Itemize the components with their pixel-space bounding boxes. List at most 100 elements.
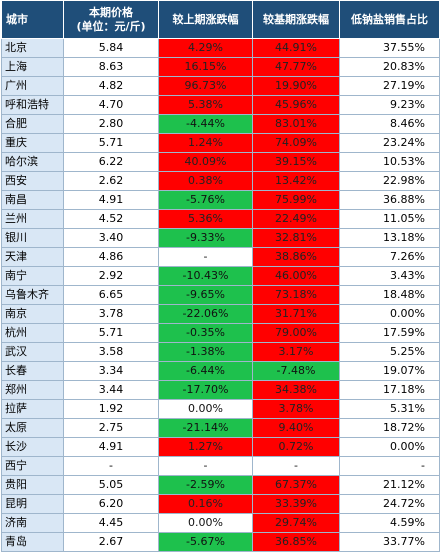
cell-mom-change: 1.27% [158, 437, 253, 457]
cell-mom-change: -5.67% [158, 532, 253, 552]
cell-mom-change: 0.00% [158, 513, 253, 533]
cell-city: 长沙 [1, 437, 64, 457]
cell-low-sodium-share: 23.24% [339, 133, 440, 153]
table-row: 合肥 2.80 -4.44% 83.01% 8.46% [1, 114, 440, 134]
cell-mom-change: 0.38% [158, 171, 253, 191]
cell-price: 5.71 [63, 323, 159, 343]
cell-price: 2.75 [63, 418, 159, 438]
cell-low-sodium-share: 36.88% [339, 190, 440, 210]
cell-mom-change: 4.29% [158, 38, 253, 58]
table-row: 南昌 4.91 -5.76% 75.99% 36.88% [1, 190, 440, 210]
cell-city: 武汉 [1, 342, 64, 362]
cell-low-sodium-share: 21.12% [339, 475, 440, 495]
cell-low-sodium-share: 33.77% [339, 532, 440, 552]
cell-low-sodium-share: 11.05% [339, 209, 440, 229]
cell-yoy-change: 22.49% [252, 209, 340, 229]
header-city: 城市 [1, 0, 64, 39]
cell-yoy-change: 79.00% [252, 323, 340, 343]
cell-city: 银川 [1, 228, 64, 248]
cell-mom-change: 0.16% [158, 494, 253, 514]
cell-mom-change: -0.35% [158, 323, 253, 343]
table-row: 兰州 4.52 5.36% 22.49% 11.05% [1, 209, 440, 229]
cell-price: 4.45 [63, 513, 159, 533]
cell-low-sodium-share: 0.00% [339, 304, 440, 324]
table-row: 长沙 4.91 1.27% 0.72% 0.00% [1, 437, 440, 457]
cell-city: 北京 [1, 38, 64, 58]
table-row: 广州 4.82 96.73% 19.90% 27.19% [1, 76, 440, 96]
table-row: 昆明 6.20 0.16% 33.39% 24.72% [1, 494, 440, 514]
cell-yoy-change: 3.17% [252, 342, 340, 362]
cell-yoy-change: 45.96% [252, 95, 340, 115]
cell-price: 5.71 [63, 133, 159, 153]
cell-yoy-change: 75.99% [252, 190, 340, 210]
header-price-line1: 本期价格 [89, 5, 133, 19]
cell-low-sodium-share: 4.59% [339, 513, 440, 533]
cell-mom-change: -1.38% [158, 342, 253, 362]
cell-low-sodium-share: 7.26% [339, 247, 440, 267]
cell-low-sodium-share: 27.19% [339, 76, 440, 96]
cell-city: 西宁 [1, 456, 64, 476]
table-row: 武汉 3.58 -1.38% 3.17% 5.25% [1, 342, 440, 362]
table-row: 贵阳 5.05 -2.59% 67.37% 21.12% [1, 475, 440, 495]
table-row: 北京 5.84 4.29% 44.91% 37.55% [1, 38, 440, 58]
table-body: 北京 5.84 4.29% 44.91% 37.55% 上海 8.63 16.15% 47.77… [1, 38, 440, 552]
table-row: 郑州 3.44 -17.70% 34.38% 17.18% [1, 380, 440, 400]
cell-price: 3.40 [63, 228, 159, 248]
cell-yoy-change: 0.72% [252, 437, 340, 457]
cell-low-sodium-share: - [339, 456, 440, 476]
cell-city: 南昌 [1, 190, 64, 210]
cell-city: 合肥 [1, 114, 64, 134]
cell-mom-change: -10.43% [158, 266, 253, 286]
header-price-line2: (单位：元/斤) [76, 19, 146, 33]
cell-mom-change: 0.00% [158, 399, 253, 419]
cell-price: 2.67 [63, 532, 159, 552]
table-row: 哈尔滨 6.22 40.09% 39.15% 10.53% [1, 152, 440, 172]
cell-price: 4.52 [63, 209, 159, 229]
cell-yoy-change: 9.40% [252, 418, 340, 438]
cell-city: 天津 [1, 247, 64, 267]
cell-price: 4.91 [63, 437, 159, 457]
header-price: 本期价格 (单位：元/斤) [63, 0, 159, 39]
cell-yoy-change: 83.01% [252, 114, 340, 134]
table-row: 济南 4.45 0.00% 29.74% 4.59% [1, 513, 440, 533]
header-share: 低钠盐销售占比 [339, 0, 440, 39]
table-row: 西宁 - - - - [1, 456, 440, 476]
table-row: 上海 8.63 16.15% 47.77% 20.83% [1, 57, 440, 77]
cell-city: 南京 [1, 304, 64, 324]
cell-city: 贵阳 [1, 475, 64, 495]
cell-yoy-change: 46.00% [252, 266, 340, 286]
cell-yoy-change: 44.91% [252, 38, 340, 58]
cell-yoy-change: 19.90% [252, 76, 340, 96]
cell-yoy-change: 73.18% [252, 285, 340, 305]
cell-low-sodium-share: 18.48% [339, 285, 440, 305]
cell-city: 拉萨 [1, 399, 64, 419]
cell-low-sodium-share: 17.59% [339, 323, 440, 343]
cell-mom-change: 40.09% [158, 152, 253, 172]
cell-price: 4.86 [63, 247, 159, 267]
cell-yoy-change: 29.74% [252, 513, 340, 533]
cell-price: 3.78 [63, 304, 159, 324]
table-row: 南宁 2.92 -10.43% 46.00% 3.43% [1, 266, 440, 286]
table-row: 银川 3.40 -9.33% 32.81% 13.18% [1, 228, 440, 248]
cell-city: 兰州 [1, 209, 64, 229]
cell-city: 长春 [1, 361, 64, 381]
table-row: 拉萨 1.92 0.00% 3.78% 5.31% [1, 399, 440, 419]
cell-yoy-change: 39.15% [252, 152, 340, 172]
cell-mom-change: 16.15% [158, 57, 253, 77]
table-row: 天津 4.86-38.86% 7.26% [1, 247, 440, 267]
table-row: 长春 3.34 -6.44% -7.48% 19.07% [1, 361, 440, 381]
cell-city: 青岛 [1, 532, 64, 552]
table-row: 呼和浩特 4.70 5.38% 45.96% 9.23% [1, 95, 440, 115]
cell-low-sodium-share: 10.53% [339, 152, 440, 172]
cell-price: 6.22 [63, 152, 159, 172]
cell-mom-change: -21.14% [158, 418, 253, 438]
cell-low-sodium-share: 0.00% [339, 437, 440, 457]
cell-mom-change: -9.65% [158, 285, 253, 305]
cell-price: 6.65 [63, 285, 159, 305]
cell-mom-change: 96.73% [158, 76, 253, 96]
cell-mom-change: -2.59% [158, 475, 253, 495]
cell-low-sodium-share: 13.18% [339, 228, 440, 248]
cell-low-sodium-share: 19.07% [339, 361, 440, 381]
cell-mom-change: - [158, 247, 253, 267]
